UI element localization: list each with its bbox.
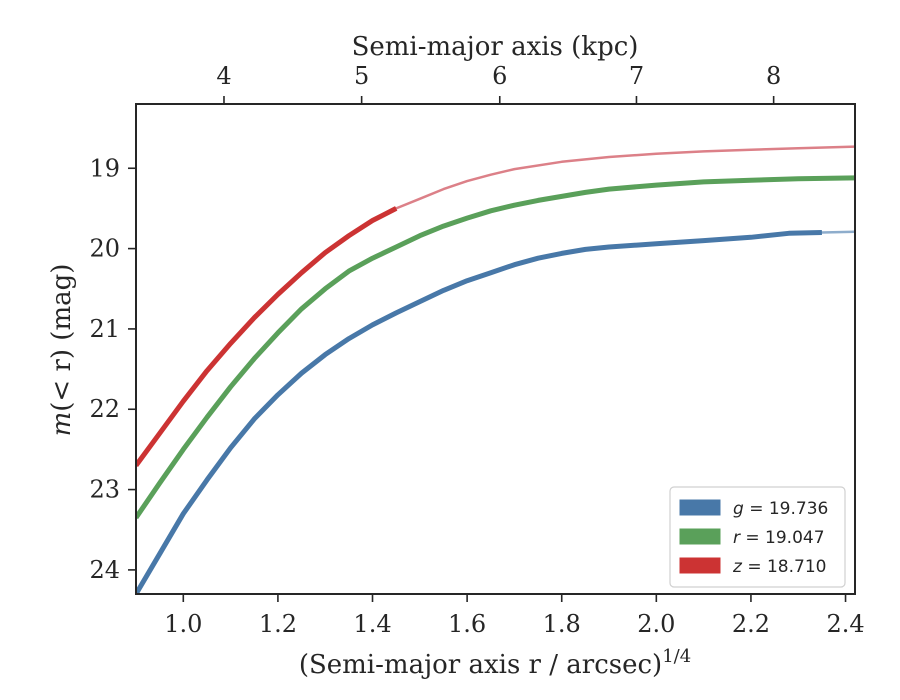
y-tick-label: 21 xyxy=(89,315,120,343)
plot-frame xyxy=(135,103,856,595)
curves-layer xyxy=(136,145,855,594)
legend-value: = 19.736 xyxy=(744,499,829,519)
top-x-tick-label: 4 xyxy=(216,62,231,90)
y-tick-label: 23 xyxy=(89,476,120,504)
series-g-data-line xyxy=(136,230,822,594)
top-x-axis-title: Semi-major axis (kpc) xyxy=(352,32,639,62)
series-r-data-line xyxy=(136,175,855,520)
legend-var: r xyxy=(733,528,741,548)
series-r-fit-line xyxy=(136,176,855,519)
x-tick-label: 2.4 xyxy=(826,610,864,638)
legend-swatch-g xyxy=(679,499,721,516)
x-tick-label: 1.6 xyxy=(448,610,486,638)
x-tick-label: 2.0 xyxy=(637,610,675,638)
curves-clip xyxy=(136,145,855,594)
y-axis-title: m(< r) (mag) xyxy=(47,264,77,437)
y-axis-title-m: m xyxy=(47,412,77,437)
legend-label-z: z = 18.710 xyxy=(732,557,826,577)
legend-label-g: g = 19.736 xyxy=(733,499,828,519)
x-tick-label: 1.4 xyxy=(353,610,391,638)
x-tick-label: 1.0 xyxy=(164,610,202,638)
top-x-tick-label: 5 xyxy=(354,62,369,90)
y-axis-title-unit: (mag) xyxy=(47,264,77,349)
y-tick-label: 19 xyxy=(89,154,120,182)
legend-var: z xyxy=(732,557,743,577)
y-tick-label: 22 xyxy=(89,395,120,423)
legend-var: g xyxy=(733,499,744,519)
x-tick-label: 2.2 xyxy=(732,610,770,638)
top-x-tick-label: 8 xyxy=(766,62,781,90)
legend-swatch-z xyxy=(679,557,721,574)
legend-swatch-r xyxy=(679,528,721,545)
ticks-layer: 1.0 1.2 1.4 1.6 1.8 2.0 2.2 2.4 19 20 21 22 23 24 4 5 6 7… xyxy=(89,62,864,638)
legend-value: = 18.710 xyxy=(742,557,827,577)
legend-value: = 19.047 xyxy=(740,528,825,548)
y-axis-title-inner: (< r) xyxy=(47,349,77,412)
series-z-fit-line xyxy=(136,145,855,467)
x-axis-title: (Semi-major axis r / arcsec)1/4 xyxy=(299,646,691,680)
top-x-tick-label: 6 xyxy=(492,62,507,90)
x-tick-label: 1.8 xyxy=(543,610,581,638)
legend-label-r: r = 19.047 xyxy=(733,528,825,548)
y-tick-label: 20 xyxy=(89,235,120,263)
y-tick-label: 24 xyxy=(89,556,120,584)
series-z-data-line xyxy=(136,206,398,467)
top-x-tick-label: 7 xyxy=(629,62,644,90)
x-tick-label: 1.2 xyxy=(259,610,297,638)
x-axis-title-exponent: 1/4 xyxy=(662,646,691,667)
x-axis-title-text: (Semi-major axis r / arcsec) xyxy=(299,650,662,680)
